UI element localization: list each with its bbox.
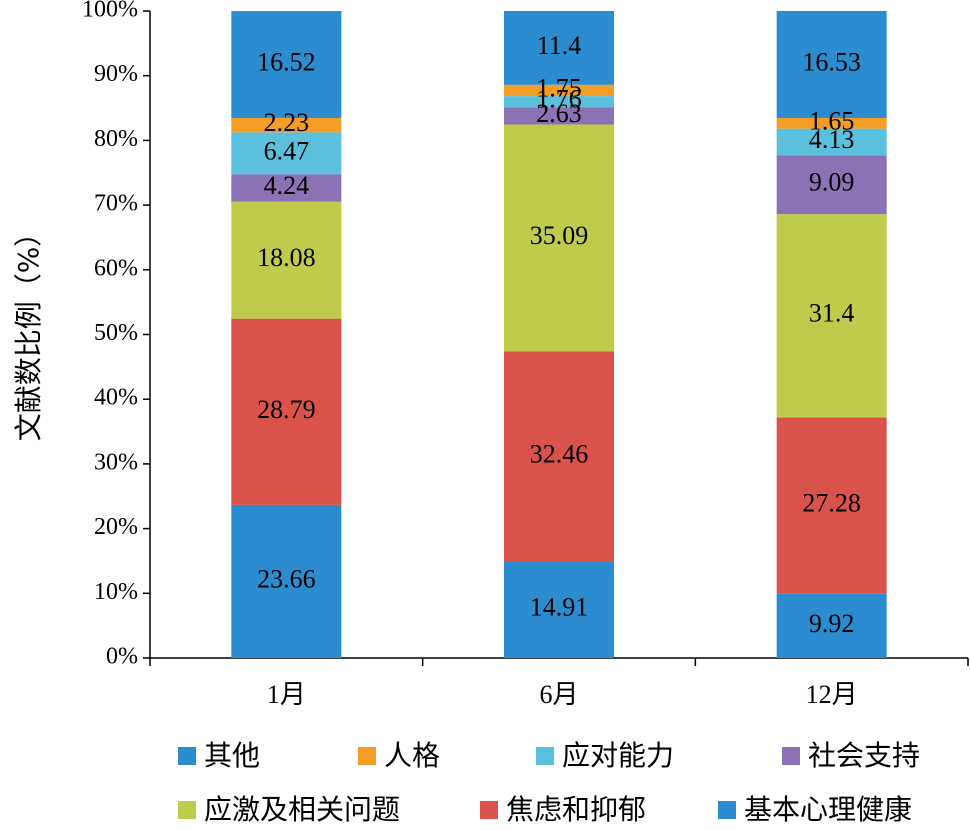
bar-segment [776,417,887,594]
bar-segment [504,11,614,85]
y-tick-label: 30% [94,449,138,475]
legend-label: 应对能力 [562,739,674,772]
x-tick-label: 6月 [539,680,578,709]
data-label: 2.63 [536,99,582,128]
data-label: 9.92 [809,609,855,638]
value-labels: 23.66 28.79 18.08 4.24 6.472.23 16.52 14.91 32.… [257,31,861,638]
bars [231,11,887,658]
legend-swatch [178,801,196,819]
data-label: 32.46 [530,439,589,468]
data-label: 9.09 [809,168,855,197]
bar-segment [776,117,887,129]
bar-segment [504,124,614,352]
data-label: 2.23 [264,108,310,137]
data-label: 18.08 [257,243,316,272]
y-tick-label: 50% [94,320,138,346]
legend-swatch [178,747,196,765]
data-label: 27.28 [802,489,861,518]
data-label: 14.91 [530,593,589,622]
bar-segment [231,132,342,175]
bar-segment [231,318,342,505]
legend-label: 焦虑和抑郁 [506,793,646,826]
y-axis-label: 文献数比例（%） [12,219,45,442]
data-label: 35.09 [530,221,589,250]
bar-segment [231,201,342,319]
data-label: 4.13 [809,125,855,154]
data-label: 11.4 [537,31,582,60]
legend-label: 社会支持 [808,739,920,772]
legend-swatch [782,747,800,765]
data-label: 16.52 [257,47,316,76]
bar-segment [776,11,887,118]
bar-segment [504,107,614,125]
data-label: 1.75 [536,73,582,102]
data-label: 16.53 [802,47,861,76]
data-label: 31.4 [809,299,855,328]
y-tick-label: 80% [94,126,138,152]
y-tick-label: 0% [106,644,138,670]
legend-swatch [358,747,376,765]
data-label: 28.79 [257,395,316,424]
bar-segment [776,155,887,215]
bar-segment [776,593,887,658]
legend-label: 应激及相关问题 [204,793,400,826]
y-tick-label: 20% [94,514,138,540]
legend-label: 人格 [384,739,440,772]
bar-segment [776,214,887,418]
data-label: 1.65 [809,106,855,135]
y-tick-label: 70% [94,191,138,217]
y-tick-label: 40% [94,385,138,411]
bar-segment [504,84,614,97]
bar-segment [231,174,342,202]
bar-segment [504,561,614,658]
data-label: 1.76 [536,85,582,114]
legend-swatch [536,747,554,765]
y-tick-label: 100% [82,0,138,23]
bar-segment [231,117,342,133]
bar-segment [231,11,342,118]
bar-segment [231,504,342,658]
bar-segment [504,96,614,108]
y-tick-label: 90% [94,61,138,87]
legend-swatch [480,801,498,819]
axes: 0% 10% 20% 30% 40% 50% 60% 70% 80% 90% 100% 1月 6月 12月 [82,0,969,709]
bar-segment [504,351,614,562]
legend-label: 其他 [204,739,260,772]
y-tick-label: 60% [94,255,138,281]
data-label: 4.24 [264,171,310,200]
y-tick-label: 10% [94,579,138,605]
legend-label: 基本心理健康 [744,793,912,826]
data-label: 23.66 [257,564,316,593]
x-tick-label: 12月 [806,680,858,709]
x-tick-label: 1月 [267,680,306,709]
bar-segment [776,128,887,156]
legend-swatch [718,801,736,819]
data-label: 6.47 [264,136,310,165]
